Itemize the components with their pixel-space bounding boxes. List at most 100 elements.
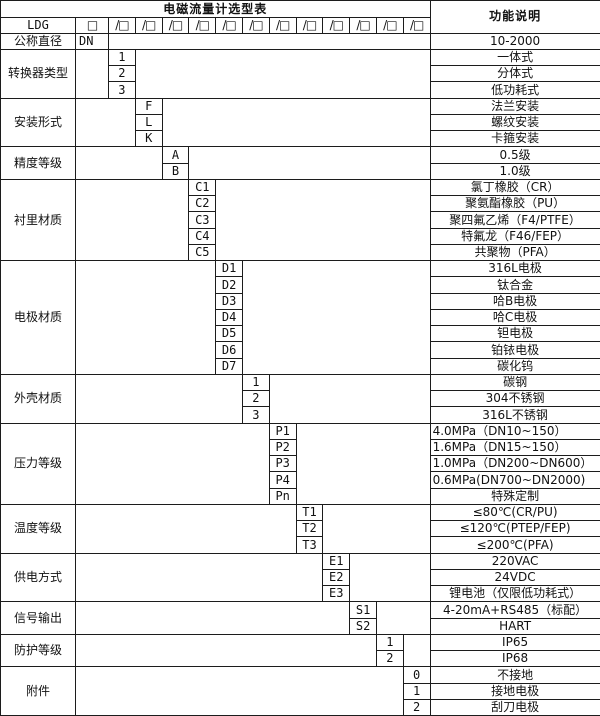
code-slot-box: /□ xyxy=(295,17,324,34)
option-code: P1 xyxy=(268,422,297,440)
function-desc: 碳化钨 xyxy=(429,357,600,375)
code-slot-box: /□ xyxy=(402,17,431,34)
option-code: P3 xyxy=(268,454,297,473)
function-desc: 1.0MPa（DN200~DN600） xyxy=(429,454,600,473)
table-row: P2 1.6MPa（DN15~150） xyxy=(1,438,600,457)
option-code: 1 xyxy=(108,48,136,67)
function-desc: ≤200℃(PFA) xyxy=(429,536,600,554)
spacer-cell xyxy=(75,422,270,505)
option-code: S2 xyxy=(349,617,377,635)
option-code: C2 xyxy=(188,194,217,213)
category-label: 防护等级 xyxy=(0,633,76,668)
spacer-cell xyxy=(74,260,217,375)
category-label: 温度等级 xyxy=(0,503,76,554)
function-desc: 特氟龙（F46/FEP） xyxy=(429,227,600,245)
function-desc: 聚四氟乙烯（F4/PTFE） xyxy=(429,211,600,229)
table-row: D5 钽电极 xyxy=(1,324,600,343)
spacer-cell xyxy=(74,178,190,262)
function-desc: 铂铱电极 xyxy=(429,341,600,359)
table-row: T3 ≤200℃(PFA) xyxy=(1,536,600,554)
function-desc: 钽电极 xyxy=(429,324,600,343)
option-code: Pn xyxy=(268,487,297,505)
option-code: D4 xyxy=(215,308,243,327)
spacer-cell xyxy=(188,146,431,180)
category-label: 压力等级 xyxy=(0,422,76,505)
spacer-cell xyxy=(75,97,136,148)
table-row: D3 哈B电极 xyxy=(1,292,600,310)
function-desc: 1.6MPa（DN15~150） xyxy=(429,438,600,457)
function-desc: 4.0MPa（DN10~150） xyxy=(429,422,600,440)
function-desc: 共聚物（PFA） xyxy=(429,243,600,262)
function-desc: IP65 xyxy=(429,633,600,652)
category-label: 衬里材质 xyxy=(0,178,76,262)
option-code: D5 xyxy=(215,324,243,343)
option-code: D2 xyxy=(215,276,243,294)
spacer-cell xyxy=(268,373,431,424)
option-code: DN xyxy=(75,32,109,50)
code-slot-box: /□ xyxy=(108,17,136,34)
function-desc: 0.5级 xyxy=(429,146,600,164)
option-code: 1 xyxy=(375,633,404,652)
table-row: C3 聚四氟乙烯（F4/PTFE） xyxy=(1,211,600,229)
function-desc: IP68 xyxy=(429,649,600,668)
function-desc: 锂电池（仅限低功耗式） xyxy=(429,584,600,603)
category-label: 供电方式 xyxy=(0,552,76,603)
function-desc: 316L不锈钢 xyxy=(429,406,600,424)
function-desc: 一体式 xyxy=(429,48,600,67)
function-desc: 聚氨酯橡胶（PU） xyxy=(429,194,600,213)
function-desc: 氯丁橡胶（CR） xyxy=(429,178,600,197)
option-code: P2 xyxy=(268,438,297,457)
spacer-cell xyxy=(375,601,431,635)
option-code: C1 xyxy=(188,178,217,197)
option-code: D6 xyxy=(215,341,243,359)
option-code: 2 xyxy=(402,698,431,716)
table-row: 电极材质 D1 316L电极 xyxy=(0,259,600,375)
function-desc: 1.0级 xyxy=(429,162,600,180)
function-desc: HART xyxy=(429,617,600,635)
function-desc: 法兰安装 xyxy=(429,97,600,115)
code-slot-box: /□ xyxy=(188,17,217,34)
option-code: P4 xyxy=(268,471,297,489)
spacer-cell xyxy=(134,48,431,99)
model-code: LDG xyxy=(0,17,76,34)
option-code: 0 xyxy=(402,666,431,684)
code-slot-box: /□ xyxy=(349,17,377,34)
function-desc: 特殊定制 xyxy=(429,487,600,505)
spacer-cell xyxy=(75,48,109,99)
spacer-cell xyxy=(75,503,297,554)
option-code: 1 xyxy=(241,373,270,392)
function-desc: 24VDC xyxy=(429,568,600,587)
spacer-cell xyxy=(75,146,163,180)
option-code: E3 xyxy=(322,584,351,603)
option-code: 2 xyxy=(241,389,270,408)
function-desc: 刮刀电极 xyxy=(429,698,600,716)
table-row: 信号输出 S1 4-20mA+RS485（标配） xyxy=(0,601,600,635)
code-slot-box: /□ xyxy=(241,17,270,34)
option-code: 2 xyxy=(108,64,136,83)
category-label: 外壳材质 xyxy=(0,373,76,424)
table-row: 外壳材质 1 碳钢 xyxy=(0,373,600,424)
table-row: 衬里材质 C1 氯丁橡胶（CR） xyxy=(0,178,600,262)
table-row: S2 HART xyxy=(1,617,600,635)
option-code: T2 xyxy=(295,519,324,538)
spacer-cell xyxy=(74,552,324,603)
option-code: 3 xyxy=(241,406,270,424)
table-row: 附件 0 不接地 xyxy=(0,666,600,716)
option-code: T3 xyxy=(295,536,324,554)
spacer-cell xyxy=(108,32,431,50)
option-code: F xyxy=(134,97,163,115)
option-code: K xyxy=(134,129,163,148)
spacer-cell xyxy=(75,633,377,668)
code-slot-box: /□ xyxy=(161,17,190,34)
code-slot-box: /□ xyxy=(215,17,243,34)
function-desc: 不接地 xyxy=(429,666,600,684)
function-desc: 接地电极 xyxy=(429,682,600,700)
table-row: 防护等级 1 IP65 xyxy=(0,633,600,668)
option-code: S1 xyxy=(349,601,377,619)
spacer-cell xyxy=(241,260,431,375)
code-slot-box: /□ xyxy=(268,17,297,34)
option-code: 2 xyxy=(375,649,404,668)
